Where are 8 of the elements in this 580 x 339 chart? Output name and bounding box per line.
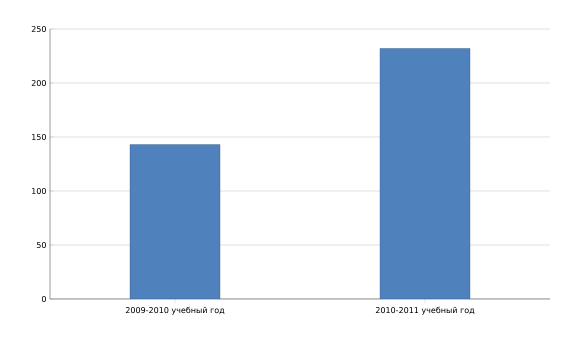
y-tick-label: 100 — [32, 188, 46, 194]
y-tick-label: 50 — [36, 242, 46, 248]
x-tick-label: 2010-2011 учебный год — [376, 306, 474, 315]
y-tick-label: 200 — [32, 80, 46, 86]
x-tick-label: 2009-2010 учебный год — [126, 306, 224, 315]
y-tick-label: 250 — [32, 26, 46, 32]
y-tick-label: 150 — [32, 134, 46, 140]
y-tick-label: 0 — [42, 296, 46, 302]
